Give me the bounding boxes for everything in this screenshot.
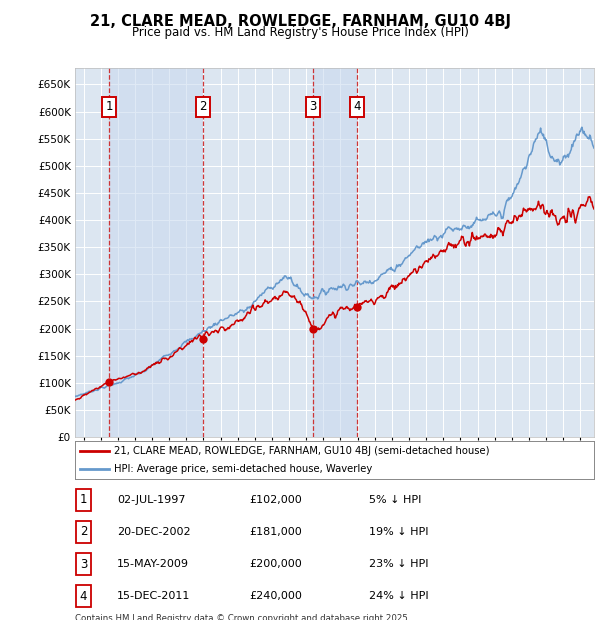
Text: £240,000: £240,000 — [249, 591, 302, 601]
FancyBboxPatch shape — [76, 553, 91, 575]
Text: 24% ↓ HPI: 24% ↓ HPI — [369, 591, 428, 601]
Text: 1: 1 — [106, 100, 113, 113]
Text: 23% ↓ HPI: 23% ↓ HPI — [369, 559, 428, 569]
Text: 21, CLARE MEAD, ROWLEDGE, FARNHAM, GU10 4BJ: 21, CLARE MEAD, ROWLEDGE, FARNHAM, GU10 … — [89, 14, 511, 29]
FancyBboxPatch shape — [76, 489, 91, 511]
Text: £181,000: £181,000 — [249, 527, 302, 537]
Text: 20-DEC-2002: 20-DEC-2002 — [117, 527, 191, 537]
Text: Contains HM Land Registry data © Crown copyright and database right 2025.
This d: Contains HM Land Registry data © Crown c… — [75, 614, 410, 620]
Text: 4: 4 — [80, 590, 87, 603]
Text: 2: 2 — [199, 100, 206, 113]
Text: 2: 2 — [80, 526, 87, 538]
Text: £200,000: £200,000 — [249, 559, 302, 569]
FancyBboxPatch shape — [76, 585, 91, 608]
Text: 15-DEC-2011: 15-DEC-2011 — [117, 591, 190, 601]
Text: 1: 1 — [80, 494, 87, 506]
Bar — [109, 68, 203, 437]
Text: £102,000: £102,000 — [249, 495, 302, 505]
Text: 5% ↓ HPI: 5% ↓ HPI — [369, 495, 421, 505]
Text: 3: 3 — [80, 558, 87, 570]
Text: 19% ↓ HPI: 19% ↓ HPI — [369, 527, 428, 537]
Text: 4: 4 — [353, 100, 361, 113]
Text: 02-JUL-1997: 02-JUL-1997 — [117, 495, 185, 505]
Text: Price paid vs. HM Land Registry's House Price Index (HPI): Price paid vs. HM Land Registry's House … — [131, 26, 469, 39]
Text: 21, CLARE MEAD, ROWLEDGE, FARNHAM, GU10 4BJ (semi-detached house): 21, CLARE MEAD, ROWLEDGE, FARNHAM, GU10 … — [114, 446, 490, 456]
Bar — [313, 68, 357, 437]
Text: 3: 3 — [309, 100, 316, 113]
Text: HPI: Average price, semi-detached house, Waverley: HPI: Average price, semi-detached house,… — [114, 464, 372, 474]
FancyBboxPatch shape — [76, 521, 91, 543]
Text: 15-MAY-2009: 15-MAY-2009 — [117, 559, 189, 569]
